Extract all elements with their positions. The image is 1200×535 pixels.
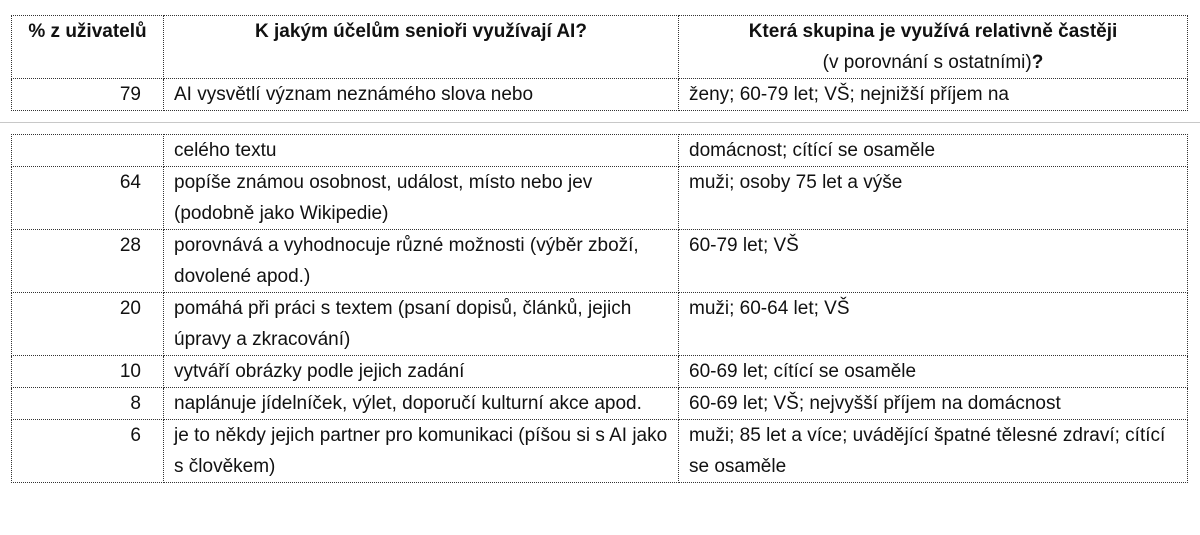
table-row: 8 naplánuje jídelníček, výlet, doporučí k…: [11, 387, 1188, 420]
table-row: 28 porovnává a vyhodnocuje různé možnosti…: [11, 229, 1188, 293]
table-row: 10 vytváří obrázky podle jejich zadání 60-…: [11, 355, 1188, 388]
table-row: celého textu domácnost; cítící se osaměle: [11, 134, 1188, 167]
percent-cell: 8: [11, 387, 164, 420]
purpose-cell: je to někdy jejich partner pro komunikac…: [163, 419, 679, 483]
purpose-cell: naplánuje jídelníček, výlet, doporučí ku…: [163, 387, 679, 420]
percent-cell: 6: [11, 419, 164, 483]
purpose-cell: pomáhá při práci s textem (psaní dopisů,…: [163, 292, 679, 356]
percent-cell: 10: [11, 355, 164, 388]
percent-cell: 20: [11, 292, 164, 356]
groups-cell: 60-79 let; VŠ: [678, 229, 1188, 293]
purpose-cell: popíše známou osobnost, událost, místo n…: [163, 166, 679, 230]
percent-cell: 64: [11, 166, 164, 230]
purpose-cell: porovnává a vyhodnocuje různé možnosti (…: [163, 229, 679, 293]
groups-cell: ženy; 60-79 let; VŠ; nejnižší příjem na: [678, 78, 1188, 111]
groups-cell: 60-69 let; VŠ; nejvyšší příjem na domácn…: [678, 387, 1188, 420]
table-row: 64 popíše známou osobnost, událost, místo…: [11, 166, 1188, 230]
purpose-cell: celého textu: [163, 134, 679, 167]
percent-cell: 28: [11, 229, 164, 293]
percent-cell: 79: [11, 78, 164, 111]
table-row: 79 AI vysvětlí význam neznámého slova ne…: [11, 78, 1188, 111]
table-page-2: celého textu domácnost; cítící se osaměle…: [11, 134, 1188, 483]
header-groups-title: Která skupina je využívá relativně častě…: [748, 21, 1118, 42]
table-row: 6 je to někdy jejich partner pro komunika…: [11, 419, 1188, 483]
groups-cell: muži; 85 let a více; uvádějící špatné tě…: [678, 419, 1188, 483]
table-page-1: % z uživatelů K jakým účelům senioři vyu…: [11, 15, 1188, 111]
percent-cell: [11, 134, 164, 167]
page-break-divider: [0, 122, 1200, 123]
header-percent-users: % z uživatelů: [11, 15, 164, 79]
header-groups-subtitle: (v porovnání s ostatními): [822, 52, 1032, 73]
purpose-cell: vytváří obrázky podle jejich zadání: [163, 355, 679, 388]
header-groups-qmark: ?: [1031, 52, 1044, 73]
header-groups: Která skupina je využívá relativně častě…: [678, 15, 1188, 79]
purpose-cell: AI vysvětlí význam neznámého slova nebo: [163, 78, 679, 111]
groups-cell: muži; 60-64 let; VŠ: [678, 292, 1188, 356]
groups-cell: domácnost; cítící se osaměle: [678, 134, 1188, 167]
groups-cell: muži; osoby 75 let a výše: [678, 166, 1188, 230]
table-row: 20 pomáhá při práci s textem (psaní dopis…: [11, 292, 1188, 356]
header-purpose: K jakým účelům senioři využívají AI?: [163, 15, 679, 79]
table-header-row: % z uživatelů K jakým účelům senioři vyu…: [11, 15, 1188, 79]
groups-cell: 60-69 let; cítící se osaměle: [678, 355, 1188, 388]
